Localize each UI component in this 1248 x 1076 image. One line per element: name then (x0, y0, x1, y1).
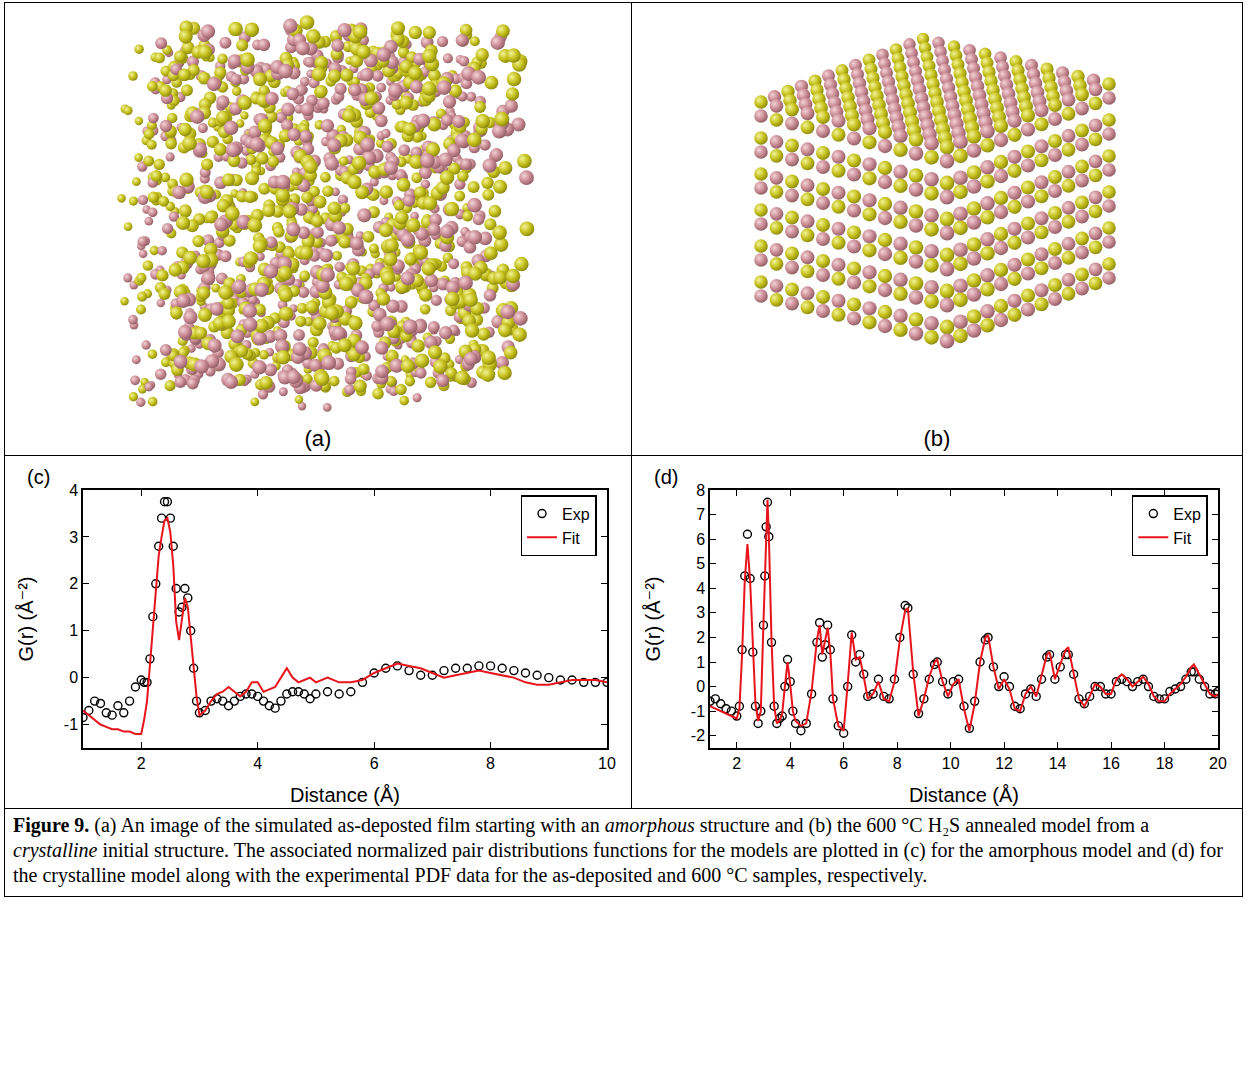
svg-text:6: 6 (370, 755, 379, 772)
svg-text:Exp: Exp (1173, 506, 1201, 523)
svg-text:8: 8 (696, 482, 705, 499)
html-text:crystalline initial structure.: crystalline initial structure. The assoc… (13, 839, 1223, 886)
svg-text:2: 2 (69, 575, 78, 592)
svg-text:10: 10 (942, 755, 960, 772)
html-text:(a): (a) (304, 426, 332, 451)
svg-text:-1: -1 (64, 716, 78, 733)
svg-text:0: 0 (696, 678, 705, 695)
svg-text:6: 6 (696, 531, 705, 548)
svg-text:Fit: Fit (562, 530, 580, 547)
svg-text:4: 4 (253, 755, 262, 772)
svg-text:14: 14 (1049, 755, 1067, 772)
svg-text:Fit: Fit (1173, 530, 1191, 547)
svg-text:(d): (d) (654, 466, 678, 488)
svg-text:Distance (Å): Distance (Å) (290, 784, 400, 806)
svg-text:8: 8 (893, 755, 902, 772)
html-text:Figure 9. (a) An image of the: Figure 9. (a) An image of the simulated … (13, 814, 1149, 836)
svg-text:7: 7 (696, 506, 705, 523)
svg-text:6: 6 (839, 755, 848, 772)
svg-text:10: 10 (598, 755, 616, 772)
svg-text:-2: -2 (691, 727, 705, 744)
svg-text:8: 8 (486, 755, 495, 772)
svg-text:(c): (c) (27, 466, 50, 488)
svg-text:2: 2 (732, 755, 741, 772)
svg-text:3: 3 (696, 604, 705, 621)
svg-text:4: 4 (69, 482, 78, 499)
svg-text:16: 16 (1102, 755, 1120, 772)
svg-text:1: 1 (69, 622, 78, 639)
svg-text:5: 5 (696, 555, 705, 572)
svg-text:Exp: Exp (562, 506, 590, 523)
svg-text:4: 4 (696, 580, 705, 597)
svg-text:0: 0 (69, 669, 78, 686)
svg-text:1: 1 (696, 654, 705, 671)
svg-text:G(r) (Å⁻²): G(r) (Å⁻²) (15, 577, 37, 662)
svg-text:2: 2 (696, 629, 705, 646)
svg-text:2: 2 (137, 755, 146, 772)
html-text:(b): (b) (923, 426, 951, 451)
svg-text:-1: -1 (691, 703, 705, 720)
svg-text:Distance (Å): Distance (Å) (909, 784, 1019, 806)
svg-text:12: 12 (995, 755, 1013, 772)
svg-text:4: 4 (786, 755, 795, 772)
svg-text:18: 18 (1156, 755, 1174, 772)
svg-text:G(r) (Å⁻²): G(r) (Å⁻²) (642, 577, 664, 662)
svg-text:3: 3 (69, 529, 78, 546)
svg-text:20: 20 (1209, 755, 1227, 772)
